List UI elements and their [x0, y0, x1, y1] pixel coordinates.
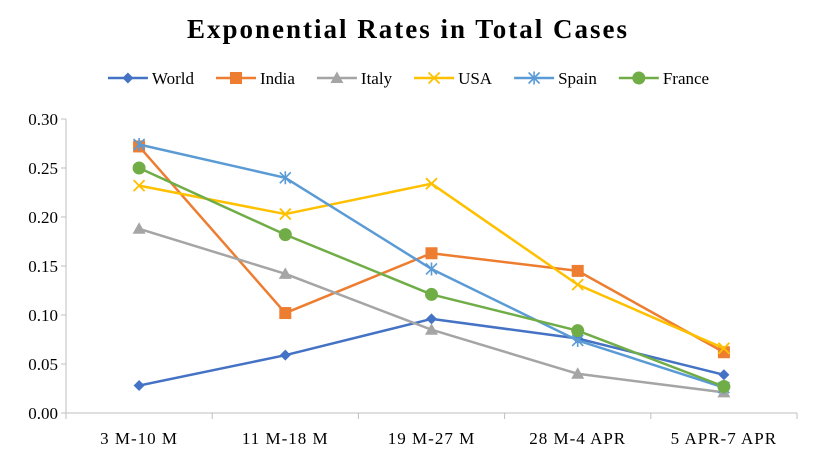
- data-point: [571, 278, 584, 291]
- data-point: [133, 137, 146, 151]
- data-point: [279, 171, 292, 185]
- axes: 0.00 0.05 0.10 0.15 0.20 0.25 0.30 3 M-10 M 11 M…: [28, 110, 798, 448]
- data-point: [717, 342, 731, 355]
- data-point: [278, 267, 292, 279]
- data-point: [425, 287, 438, 301]
- x-tick-label: 19 M-27 M: [388, 429, 475, 448]
- legend-item-world: World: [107, 69, 195, 88]
- data-point: [571, 324, 585, 338]
- legend-item-india: India: [215, 69, 295, 88]
- x-tick-label: 11 M-18 M: [242, 429, 329, 448]
- data-point: [132, 161, 146, 175]
- legend-marker: [427, 71, 441, 85]
- data-point: [571, 264, 584, 277]
- legend-item-usa: USA: [414, 69, 493, 88]
- legend-item-france: France: [618, 69, 709, 88]
- x-tick-label: 28 M-4 APR: [529, 429, 626, 448]
- data-point: [425, 323, 438, 335]
- y-tick-label: 0.25: [28, 159, 58, 178]
- data-point: [718, 369, 730, 381]
- y-tick-label: 0.00: [28, 404, 58, 423]
- data-point: [425, 247, 438, 260]
- legend-label: Italy: [361, 69, 393, 88]
- y-tick-label: 0.20: [28, 208, 58, 227]
- y-tick-label: 0.05: [28, 355, 58, 374]
- y-tick-label: 0.30: [28, 110, 58, 129]
- series-italy: [132, 222, 731, 398]
- data-point: [426, 313, 437, 325]
- data-point: [279, 307, 292, 320]
- series-line: [138, 166, 725, 388]
- legend-marker: [528, 71, 541, 85]
- data-point: [279, 349, 291, 361]
- chart-title: Exponential Rates in Total Cases: [187, 14, 629, 44]
- data-point: [132, 222, 146, 234]
- legend-item-spain: Spain: [514, 69, 597, 88]
- data-point: [279, 207, 292, 221]
- legend-marker: [229, 72, 242, 84]
- data-point: [133, 380, 145, 392]
- data-point: [425, 177, 438, 190]
- data-point: [425, 262, 438, 276]
- y-tick-label: 0.10: [28, 306, 58, 325]
- plot-area: [132, 137, 731, 398]
- legend-label: USA: [458, 69, 493, 88]
- legend-label: Spain: [558, 69, 597, 88]
- data-point: [278, 228, 292, 242]
- y-tick-label: 0.15: [28, 257, 58, 276]
- x-tick-label: 5 APR-7 APR: [671, 429, 777, 448]
- legend: World India Italy USA Spain France: [107, 69, 709, 88]
- legend-label: World: [152, 69, 195, 88]
- data-point: [717, 380, 731, 394]
- legend-marker: [632, 71, 646, 85]
- legend-marker: [122, 72, 134, 84]
- data-point: [717, 346, 730, 359]
- series-france: [132, 161, 731, 394]
- legend-item-italy: Italy: [316, 69, 393, 88]
- data-point: [571, 367, 585, 379]
- legend-label: France: [663, 69, 709, 88]
- x-tick-label: 3 M-10 M: [100, 429, 178, 448]
- series-usa: [132, 177, 731, 355]
- legend-marker: [330, 71, 344, 83]
- data-point: [132, 179, 146, 192]
- legend-label: India: [260, 69, 295, 88]
